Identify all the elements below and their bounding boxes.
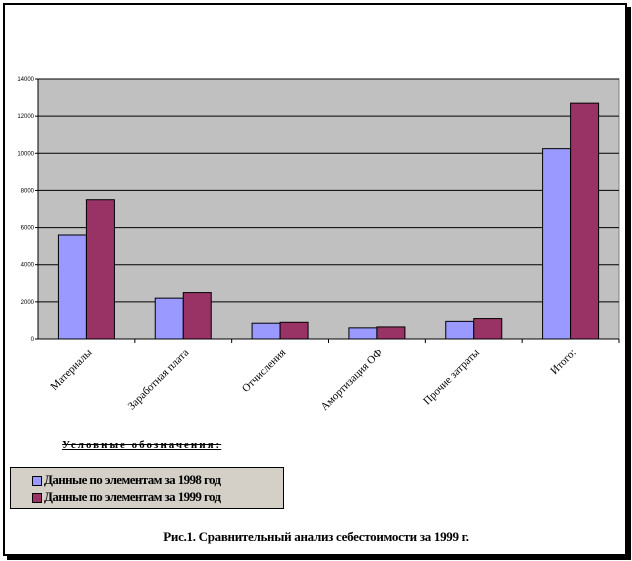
legend-label-1999: Данные по элементам за 1999 год <box>44 489 221 504</box>
legend-swatch-1999 <box>32 493 42 503</box>
gridlines <box>38 78 619 303</box>
x-tick-labels: Материалы Заработная плата Отчисления Аморт… <box>48 339 620 413</box>
bar-1999 <box>182 292 212 340</box>
bar-1998 <box>542 148 572 340</box>
y-tick-label: 0 <box>31 337 35 343</box>
plot-area <box>37 78 620 340</box>
y-tick-label: 14000 <box>17 77 34 83</box>
legend-swatch-1998 <box>32 476 42 486</box>
x-tick-label: Прочие затраты <box>421 346 482 407</box>
x-tick-label: Заработная плата <box>126 347 192 413</box>
legend-item-1998: Данные по элементам за 1998 год <box>32 472 221 488</box>
bar-1999 <box>85 199 115 340</box>
y-tick-label: 2000 <box>21 300 35 306</box>
x-tick-label: Итого: <box>548 347 578 377</box>
x-tick-label: Материалы <box>48 346 95 393</box>
legend: Данные по элементам за 1998 год Данные п… <box>10 467 284 509</box>
x-tick-label: Отчисления <box>240 347 288 395</box>
y-tick-label: 8000 <box>21 188 35 194</box>
legend-item-1999: Данные по элементам за 1999 год <box>32 489 221 505</box>
y-tick-label: 4000 <box>21 263 35 269</box>
figure-caption: Рис.1. Сравнительный анализ себестоимост… <box>163 529 469 544</box>
y-tick-label: 10000 <box>17 151 34 157</box>
bar-1999 <box>570 102 600 340</box>
bar-1998 <box>57 234 87 340</box>
y-tick-label: 6000 <box>21 226 35 232</box>
legend-title: Условные обозначения: <box>62 439 222 451</box>
legend-label-1998: Данные по элементам за 1998 год <box>44 472 221 487</box>
bar-1998 <box>348 327 378 340</box>
y-tick-labels: 0 2000 4000 6000 8000 10000 12000 14000 <box>17 77 38 343</box>
bars <box>57 102 600 340</box>
bar-1999 <box>473 318 503 340</box>
bar-1998 <box>251 322 281 340</box>
bar-1999 <box>279 321 309 340</box>
bar-1998 <box>154 297 184 340</box>
y-tick-label: 12000 <box>17 114 34 120</box>
bar-1999 <box>376 326 406 340</box>
bar-1998 <box>445 320 475 340</box>
x-tick-label: Амортизация ОФ <box>319 346 386 413</box>
